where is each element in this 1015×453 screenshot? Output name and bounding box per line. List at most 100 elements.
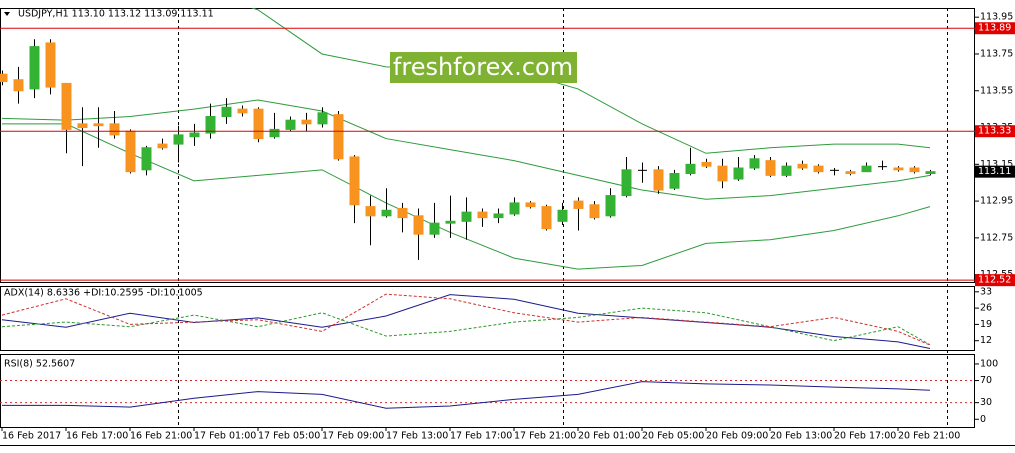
- main-panel-frame: [0, 8, 975, 283]
- rsi-plot: [0, 380, 975, 409]
- level-box: [975, 125, 1015, 138]
- candle-body: [589, 204, 600, 219]
- candle-body: [109, 123, 120, 136]
- x-tick-label: 20 Feb 17:00: [834, 431, 896, 442]
- candle-body: [381, 209, 392, 217]
- indicator-line: [1, 293, 931, 346]
- candle-body: [93, 123, 104, 127]
- y-tick-label: 12: [980, 335, 992, 346]
- level-label: 112.52: [978, 275, 1011, 286]
- x-tick-label: 17 Feb 13:00: [386, 431, 448, 442]
- x-tick-label: 20 Feb 21:00: [898, 431, 960, 442]
- candle-body: [173, 134, 184, 145]
- x-tick-label: 17 Feb 09:00: [322, 431, 384, 442]
- rsi-panel-frame: [0, 354, 975, 428]
- candle-body: [813, 165, 824, 173]
- y-tick-label: 112.75: [980, 232, 1013, 243]
- indicator-line: [1, 307, 931, 346]
- price-box: [975, 165, 1015, 178]
- candle-body: [365, 206, 376, 217]
- candle-body: [45, 42, 56, 88]
- adx-title: ADX(14) 8.6336 +DI:10.2595 -DI:10.1005: [4, 288, 203, 299]
- candle-body: [909, 167, 920, 173]
- candle-body: [317, 112, 328, 125]
- candle-body: [669, 173, 680, 189]
- y-tick-label: 113.95: [980, 12, 1013, 23]
- candle-body: [445, 220, 456, 224]
- candle-body: [61, 82, 72, 130]
- level-box: [975, 22, 1015, 35]
- rsi-title: RSI(8) 52.5607: [4, 359, 75, 370]
- candle-body: [845, 171, 856, 175]
- axes: 113.95113.75113.55113.35113.15112.95112.…: [0, 12, 1015, 442]
- x-tick-label: 17 Feb 17:00: [450, 431, 512, 442]
- candle-body: [141, 147, 152, 171]
- candle-body: [77, 123, 88, 129]
- candle-body: [525, 202, 536, 208]
- x-tick-label: 17 Feb 21:00: [514, 431, 576, 442]
- candle-body: [157, 143, 168, 149]
- candle-body: [861, 165, 872, 173]
- indicator-line: [1, 294, 931, 350]
- candle-body: [429, 222, 440, 235]
- adx-plot: [1, 293, 931, 350]
- y-tick-label: 113.55: [980, 85, 1013, 96]
- menu-triangle: [4, 12, 10, 16]
- candle-body: [301, 119, 312, 125]
- candle-body: [685, 163, 696, 175]
- candle-body: [925, 171, 936, 175]
- watermark: freshforex.com: [393, 53, 573, 81]
- candle-body: [0, 73, 8, 83]
- candle-body: [461, 211, 472, 222]
- x-tick-label: 17 Feb 05:00: [258, 431, 320, 442]
- candle-body: [237, 108, 248, 114]
- candle-body: [573, 200, 584, 209]
- candle-body: [638, 169, 647, 171]
- candle-body: [333, 114, 344, 160]
- candle-body: [189, 132, 200, 138]
- indicator-line: [2, 381, 931, 409]
- candle-body: [893, 167, 904, 171]
- x-tick-label: 20 Feb 13:00: [770, 431, 832, 442]
- y-tick-label: 0: [980, 414, 986, 425]
- level-box: [975, 274, 1015, 287]
- candle-body: [830, 169, 839, 171]
- candle-body: [349, 156, 360, 206]
- main-title: USDJPY,H1 113.10 113.12 113.09 113.11: [18, 9, 214, 20]
- candle-body: [733, 167, 744, 180]
- candle-body: [878, 166, 887, 168]
- x-tick-label: 16 Feb 2017: [2, 431, 61, 442]
- candle-body: [541, 206, 552, 230]
- y-tick-label: 33: [980, 286, 992, 297]
- candle-body: [477, 211, 488, 219]
- indicator-line: [2, 123, 931, 270]
- candle-body: [13, 79, 24, 92]
- indicator-line: [1, 99, 931, 200]
- level-label: 113.89: [978, 23, 1011, 34]
- y-tick-label: 70: [980, 375, 992, 386]
- candle-body: [557, 209, 568, 222]
- y-tick-label: 113.15: [980, 159, 1013, 170]
- level-label: 113.33: [978, 126, 1011, 137]
- y-tick-label: 19: [980, 319, 992, 330]
- watermark-box: [390, 52, 577, 83]
- candle-body: [397, 207, 408, 219]
- candle-body: [269, 128, 280, 138]
- candle-body: [717, 165, 728, 182]
- adx-panel-frame: [0, 286, 975, 351]
- candle-body: [509, 202, 520, 215]
- x-tick-label: 17 Feb 01:00: [194, 431, 256, 442]
- candle-body: [413, 215, 424, 235]
- x-tick-label: 20 Feb 05:00: [642, 431, 704, 442]
- main-plot: [0, 8, 936, 270]
- candle-body: [749, 158, 760, 169]
- candle-body: [285, 119, 296, 130]
- candle-body: [125, 130, 136, 173]
- y-tick-label: 112.95: [980, 196, 1013, 207]
- price-label: 113.11: [978, 166, 1011, 177]
- x-tick-label: 20 Feb 09:00: [706, 431, 768, 442]
- candle-body: [653, 169, 664, 191]
- candle-body: [29, 46, 40, 90]
- candle-body: [797, 163, 808, 169]
